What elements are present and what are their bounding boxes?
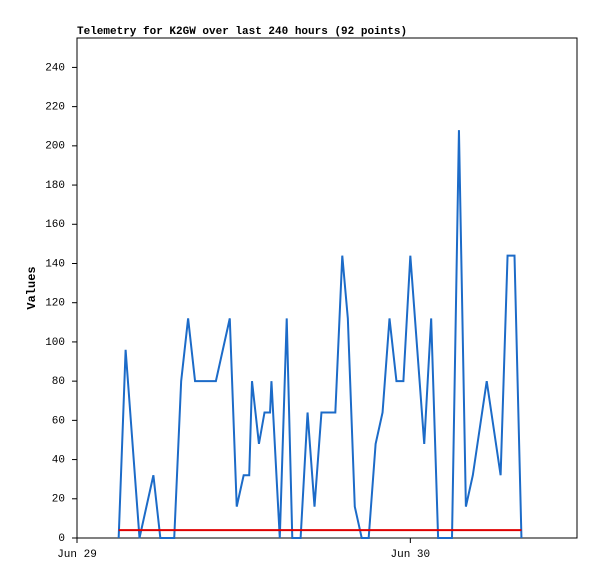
y-tick-label: 180 (45, 180, 65, 192)
y-tick-label: 60 (52, 415, 65, 427)
y-tick-label: 0 (58, 533, 65, 545)
x-tick-label: Jun 29 (57, 549, 97, 561)
y-tick-label: 20 (52, 494, 65, 506)
y-axis-label: Values (25, 266, 39, 309)
y-tick-label: 160 (45, 219, 65, 231)
y-tick-label: 100 (45, 337, 65, 349)
series-line (117, 130, 523, 539)
y-tick-label: 220 (45, 102, 65, 114)
y-tick-label: 240 (45, 62, 65, 74)
y-tick-label: 120 (45, 298, 65, 310)
plot-frame (76, 37, 578, 539)
y-tick-label: 200 (45, 141, 65, 153)
y-tick-label: 40 (52, 454, 65, 466)
x-tick-label: Jun 30 (391, 549, 431, 561)
y-tick-label: 80 (52, 376, 65, 388)
chart-title: Telemetry for K2GW over last 240 hours (… (77, 26, 407, 38)
y-tick-label: 140 (45, 258, 65, 270)
